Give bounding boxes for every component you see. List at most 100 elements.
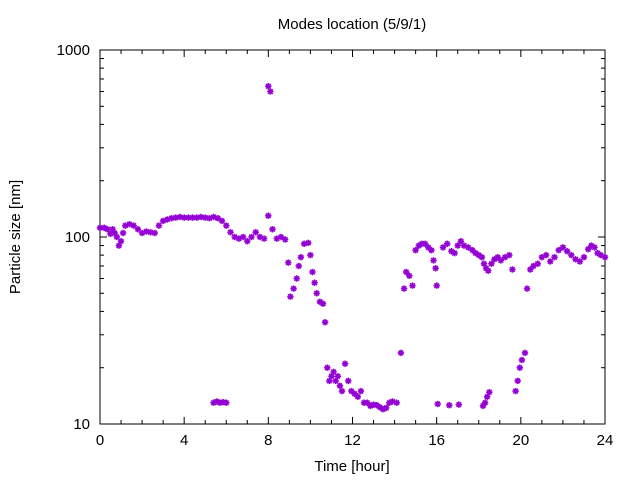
data-point: [516, 364, 523, 371]
data-point: [295, 262, 302, 270]
data-point: [523, 285, 531, 292]
y-axis-label: Particle size [nm]: [7, 180, 24, 294]
data-point: [189, 214, 196, 221]
data-point: [412, 246, 419, 254]
data-point: [130, 222, 137, 229]
data-point: [551, 254, 558, 261]
data-point: [512, 387, 519, 395]
data-point: [321, 319, 329, 326]
data-point: [267, 88, 274, 95]
data-point: [563, 247, 571, 255]
x-tick-label: 12: [344, 432, 361, 449]
data-point: [580, 254, 588, 261]
data-point: [485, 267, 492, 274]
data-series: [96, 82, 609, 413]
data-point: [244, 237, 251, 245]
data-point: [180, 214, 188, 221]
data-point: [432, 265, 439, 272]
data-point: [313, 290, 320, 297]
x-tick-label: 8: [264, 432, 272, 449]
y-tick-label: 1000: [57, 42, 90, 59]
data-point: [248, 233, 255, 241]
data-point: [454, 242, 461, 249]
data-point: [223, 399, 230, 406]
data-point: [341, 360, 349, 367]
data-point: [297, 254, 305, 261]
data-point: [319, 300, 327, 307]
x-tick-label: 20: [512, 432, 529, 449]
data-point: [514, 377, 521, 385]
data-point: [334, 373, 341, 380]
data-point: [576, 258, 583, 265]
data-point: [591, 244, 598, 251]
x-tick-label: 0: [96, 432, 104, 449]
x-tick-label: 4: [180, 432, 188, 449]
data-point: [451, 249, 458, 257]
data-point: [155, 222, 163, 229]
data-point: [444, 240, 451, 248]
data-point: [265, 212, 272, 219]
data-point: [147, 229, 154, 236]
data-point: [400, 285, 408, 292]
y-tick-label: 100: [65, 229, 90, 246]
data-point: [446, 402, 453, 409]
data-point: [239, 233, 247, 241]
data-point: [601, 254, 609, 261]
data-point: [113, 233, 121, 241]
data-point: [534, 260, 541, 267]
data-point: [293, 275, 300, 282]
data-point: [336, 382, 344, 389]
data-point: [134, 226, 142, 233]
data-point: [439, 244, 447, 251]
data-point: [287, 293, 294, 300]
data-point: [409, 282, 416, 289]
data-point: [518, 356, 526, 364]
data-point: [104, 226, 111, 233]
data-point: [434, 400, 441, 408]
data-point: [354, 393, 361, 400]
data-point: [488, 260, 495, 267]
data-point: [542, 251, 550, 259]
data-point: [521, 349, 529, 357]
data-point: [309, 268, 316, 276]
data-point: [509, 266, 516, 273]
data-point: [478, 254, 486, 261]
data-point: [428, 246, 435, 254]
data-point: [506, 251, 513, 259]
data-point: [430, 257, 437, 264]
data-point: [433, 282, 440, 289]
data-point: [568, 251, 575, 259]
data-point: [252, 229, 259, 236]
data-point: [282, 236, 289, 243]
data-point: [403, 268, 410, 276]
chart-title: Modes location (5/9/1): [278, 16, 426, 33]
data-point: [465, 244, 472, 251]
data-point: [330, 368, 337, 376]
data-point: [117, 237, 125, 245]
data-point: [265, 82, 272, 90]
data-point: [455, 401, 462, 408]
x-tick-label: 16: [428, 432, 445, 449]
x-axis: 0 4 8 12 16 20 24: [96, 50, 613, 449]
data-point: [486, 389, 493, 396]
data-point: [311, 279, 318, 286]
data-point: [269, 226, 276, 233]
data-point: [397, 349, 405, 357]
data-point: [357, 387, 365, 395]
data-point: [559, 244, 567, 251]
data-point: [285, 259, 292, 266]
data-point: [218, 217, 226, 225]
data-point: [96, 224, 104, 232]
data-point: [277, 233, 285, 241]
data-point: [227, 229, 234, 236]
data-point: [185, 214, 192, 221]
data-point: [457, 237, 465, 245]
data-point: [406, 272, 413, 279]
data-point: [383, 404, 390, 412]
data-point: [324, 364, 331, 371]
data-point: [345, 377, 352, 385]
data-point: [481, 399, 489, 406]
data-point: [260, 235, 268, 242]
